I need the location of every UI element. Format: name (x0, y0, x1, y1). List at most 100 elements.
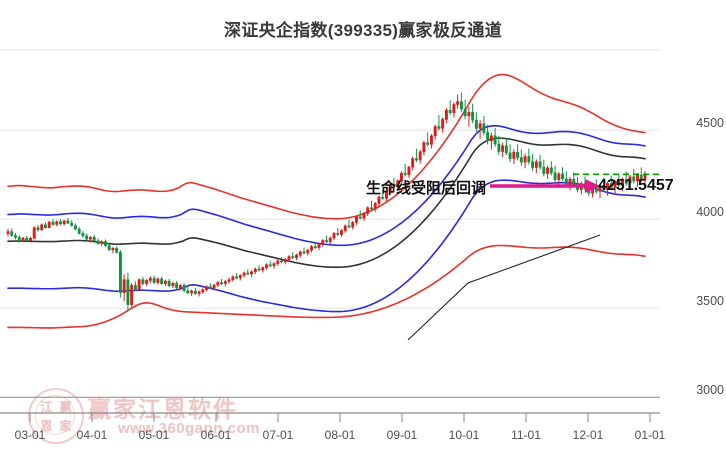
candle-body (310, 246, 313, 251)
candle-body (632, 176, 636, 182)
watermark-url: www.360gann.com (118, 420, 260, 437)
candle-body (381, 196, 385, 199)
candle-body (291, 256, 295, 258)
candle-body (73, 225, 77, 230)
arrow-head (585, 179, 600, 193)
candle-body (426, 142, 430, 145)
candle-body (531, 161, 535, 168)
seal-char-1: 江 (40, 400, 53, 414)
candle-body (107, 245, 111, 251)
seal-char-3: 恩 (40, 419, 53, 433)
x-axis (0, 412, 660, 422)
candle-body (489, 135, 493, 142)
candle-body (370, 207, 373, 210)
x-tick-label: 04-01 (76, 428, 108, 442)
pointer-guide-line (407, 234, 601, 341)
candle-body (103, 241, 107, 246)
candle-body (287, 256, 291, 260)
y-tick-label: 3500 (696, 294, 724, 309)
candle-body (478, 123, 482, 129)
candle-body (399, 172, 403, 181)
candle-body (512, 151, 516, 159)
series-line (7, 73, 646, 220)
candle-body (212, 284, 216, 289)
candle-body (561, 173, 565, 180)
candle-body (557, 173, 561, 180)
candle-body (220, 282, 224, 284)
candle-body (126, 279, 130, 305)
candle-body (100, 241, 104, 244)
plot-area (0, 49, 660, 422)
candle-body (414, 158, 418, 161)
candle-body (40, 224, 44, 231)
candle-body (501, 145, 505, 152)
candle-body (493, 135, 497, 145)
candle-body (133, 285, 137, 290)
candle-body (261, 267, 265, 271)
candle-body (208, 286, 212, 289)
candle-body (628, 176, 632, 184)
candle-body (328, 237, 332, 242)
candle-body (504, 145, 508, 154)
candle-body (253, 268, 257, 273)
annotation-arrow (490, 179, 600, 193)
candle-body (36, 227, 40, 231)
candle-body (388, 185, 392, 193)
gridlines (0, 49, 660, 398)
candle-body (621, 178, 624, 186)
candle-body (606, 183, 609, 190)
candle-body (160, 278, 164, 284)
candle-body (55, 221, 59, 225)
candle-body (403, 172, 407, 175)
candle-body (373, 203, 377, 210)
candle-body (298, 251, 302, 256)
candle-body (508, 152, 512, 159)
candle-body (321, 240, 325, 245)
candle-body (452, 104, 456, 113)
candle-body (227, 279, 231, 282)
candle-body (433, 126, 437, 137)
candle-body (598, 185, 602, 192)
candle-body (122, 279, 126, 293)
candle-body (538, 161, 542, 168)
candle-body (66, 220, 70, 224)
candle-body (156, 278, 160, 283)
seal-char-4: 家 (59, 419, 72, 433)
candle-body (325, 240, 328, 242)
candle-body (516, 151, 520, 158)
candle-body (6, 231, 10, 235)
candle-body (497, 143, 501, 152)
candle-body (178, 285, 182, 289)
candle-body (456, 101, 460, 105)
candle-body (250, 271, 254, 275)
candle-body (534, 161, 538, 168)
candle-body (276, 260, 280, 264)
candle-body (355, 216, 358, 223)
candle-body (111, 248, 115, 251)
x-tick-label: 07-01 (262, 428, 294, 442)
candle-body (568, 178, 572, 186)
candle-body (272, 263, 276, 267)
candle-body (448, 109, 452, 113)
series-line (7, 124, 646, 247)
candle-body (549, 167, 553, 174)
candle-body (366, 207, 370, 214)
candle-body (14, 235, 17, 238)
candle-body (441, 119, 445, 129)
candle-body (167, 280, 171, 287)
candle-body (336, 233, 340, 235)
candle-body (459, 101, 463, 110)
candlesticks (6, 92, 647, 312)
candle-body (343, 225, 347, 231)
candle-body (302, 251, 306, 254)
candle-body (58, 221, 62, 225)
x-tick-label: 12-01 (572, 428, 604, 442)
watermark-brand: 赢家江恩软件 (88, 396, 238, 422)
candle-body (10, 231, 14, 236)
candle-body (186, 290, 190, 294)
candle-body (486, 132, 490, 142)
candle-body (351, 222, 355, 228)
candle-body (564, 178, 568, 186)
x-tick-label: 08-01 (324, 428, 356, 442)
